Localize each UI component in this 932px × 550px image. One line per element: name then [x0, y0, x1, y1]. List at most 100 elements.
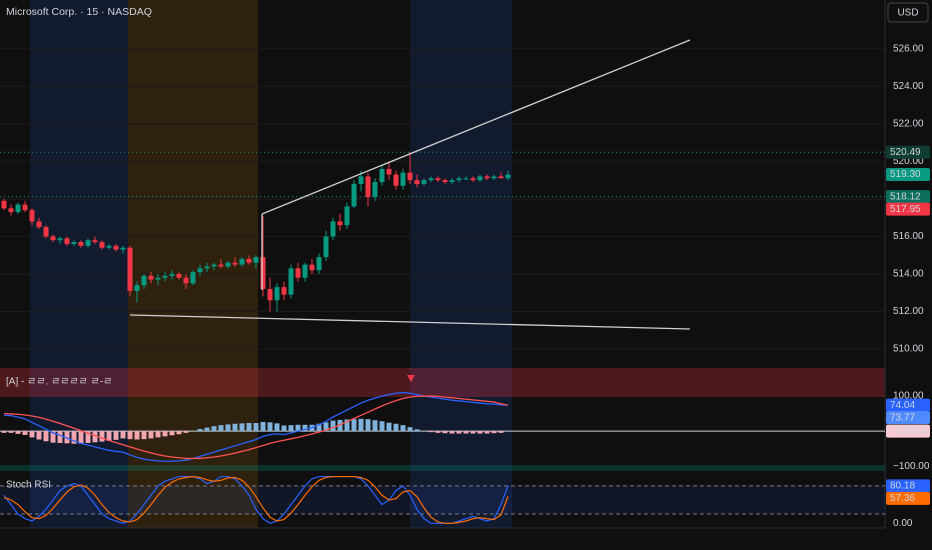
histogram-bar — [232, 423, 238, 432]
histogram-bar — [113, 431, 119, 440]
candle-body — [106, 245, 112, 248]
histogram-bar — [365, 419, 371, 432]
candle-body — [8, 208, 14, 213]
histogram-bar — [99, 431, 105, 442]
candle-body — [330, 221, 336, 237]
candle-body — [393, 174, 399, 186]
price-tag — [886, 145, 930, 159]
histogram-bar — [456, 431, 462, 434]
histogram-bar — [120, 431, 126, 439]
candle-body — [267, 288, 273, 301]
candle-body — [407, 172, 413, 181]
candle-body — [225, 262, 231, 267]
histogram-bar — [435, 431, 441, 433]
currency-button[interactable] — [887, 2, 929, 23]
candle-body — [218, 264, 224, 267]
histogram-bar — [379, 421, 385, 432]
candle-body — [183, 277, 189, 284]
histogram-bar — [491, 431, 497, 434]
histogram-bar — [204, 427, 210, 432]
histogram-bar — [85, 431, 91, 444]
candle-body — [463, 178, 469, 180]
candle-body — [365, 176, 371, 198]
histogram-bar — [127, 431, 133, 440]
histogram-bar — [169, 431, 175, 436]
candle-body — [99, 242, 105, 248]
histogram-bar — [281, 425, 287, 432]
candle-body — [386, 168, 392, 175]
candle-body — [211, 264, 217, 267]
signal-marker — [407, 375, 415, 382]
pane-title: [A] - ㄹㄹ. ㄹㄹㄹㄹ ㄹ-ㄹ — [6, 377, 112, 388]
histogram-bar — [253, 423, 259, 432]
price-tag — [886, 479, 930, 493]
candle-body — [162, 275, 168, 278]
price-tag — [886, 202, 930, 216]
candle-body — [379, 168, 385, 183]
price-tag — [886, 168, 930, 182]
price-tag-label: −0.2674 — [890, 426, 927, 437]
y-tick-label: 512.00 — [893, 306, 924, 317]
price-tag — [886, 190, 930, 204]
y-tick-label: 522.00 — [893, 118, 924, 129]
histogram-bar — [246, 423, 252, 432]
marks — [1, 152, 511, 524]
histogram-bar — [50, 431, 56, 443]
histogram-bar — [197, 428, 203, 432]
candle-body — [421, 180, 427, 184]
pane-title: Stoch RSI — [6, 480, 51, 491]
price-tag-label: 518.12 — [890, 191, 921, 202]
candle-body — [498, 176, 504, 179]
candle-body — [435, 178, 441, 181]
histogram-bar — [239, 423, 245, 432]
price-tag-label: 57.36 — [890, 493, 915, 504]
histogram-bar — [211, 426, 217, 432]
histogram-bar — [470, 431, 476, 434]
candle-body — [337, 221, 343, 226]
candle-body — [316, 257, 322, 271]
y-tick-label: 526.00 — [893, 43, 924, 54]
candle-body — [15, 204, 21, 213]
price-tag-label: 517.95 — [890, 204, 921, 215]
candle-body — [232, 262, 238, 265]
candle-body — [449, 180, 455, 183]
candle-body — [344, 206, 350, 226]
y-tick-label: 516.00 — [893, 231, 924, 242]
candle-body — [428, 178, 434, 181]
currency-label[interactable]: USD — [897, 8, 918, 19]
histogram-bar — [288, 425, 294, 432]
histogram-bar — [344, 419, 350, 432]
histogram-bar — [29, 431, 35, 438]
candle-body — [470, 178, 476, 181]
candle-body — [113, 245, 119, 250]
histogram-bar — [323, 422, 329, 432]
price-tag — [886, 411, 930, 425]
candle-body — [309, 264, 315, 271]
histogram-bar — [477, 431, 483, 434]
candle-body — [442, 180, 448, 183]
candle-body — [71, 242, 77, 244]
candle-body — [400, 172, 406, 186]
y-tick-label: 0.00 — [893, 518, 913, 529]
indicator-line — [3, 475, 509, 524]
candle-body — [246, 258, 252, 263]
session-band — [30, 0, 128, 528]
candle-body — [253, 257, 259, 263]
candle-body — [134, 285, 140, 291]
histogram-bar — [64, 431, 70, 444]
candle-body — [78, 242, 84, 246]
histogram-bar — [78, 431, 84, 444]
histogram-bar — [36, 431, 42, 440]
histogram-bar — [484, 431, 490, 434]
trend-line — [129, 314, 691, 330]
histogram-bar — [337, 419, 343, 432]
candle-body — [358, 176, 364, 184]
price-tag — [886, 491, 930, 505]
histogram-bar — [414, 429, 420, 432]
candle-body — [491, 176, 497, 179]
histogram-bar — [260, 421, 266, 432]
histogram-bar — [442, 431, 448, 434]
pane-divider — [0, 465, 885, 471]
band-fill — [0, 485, 885, 514]
